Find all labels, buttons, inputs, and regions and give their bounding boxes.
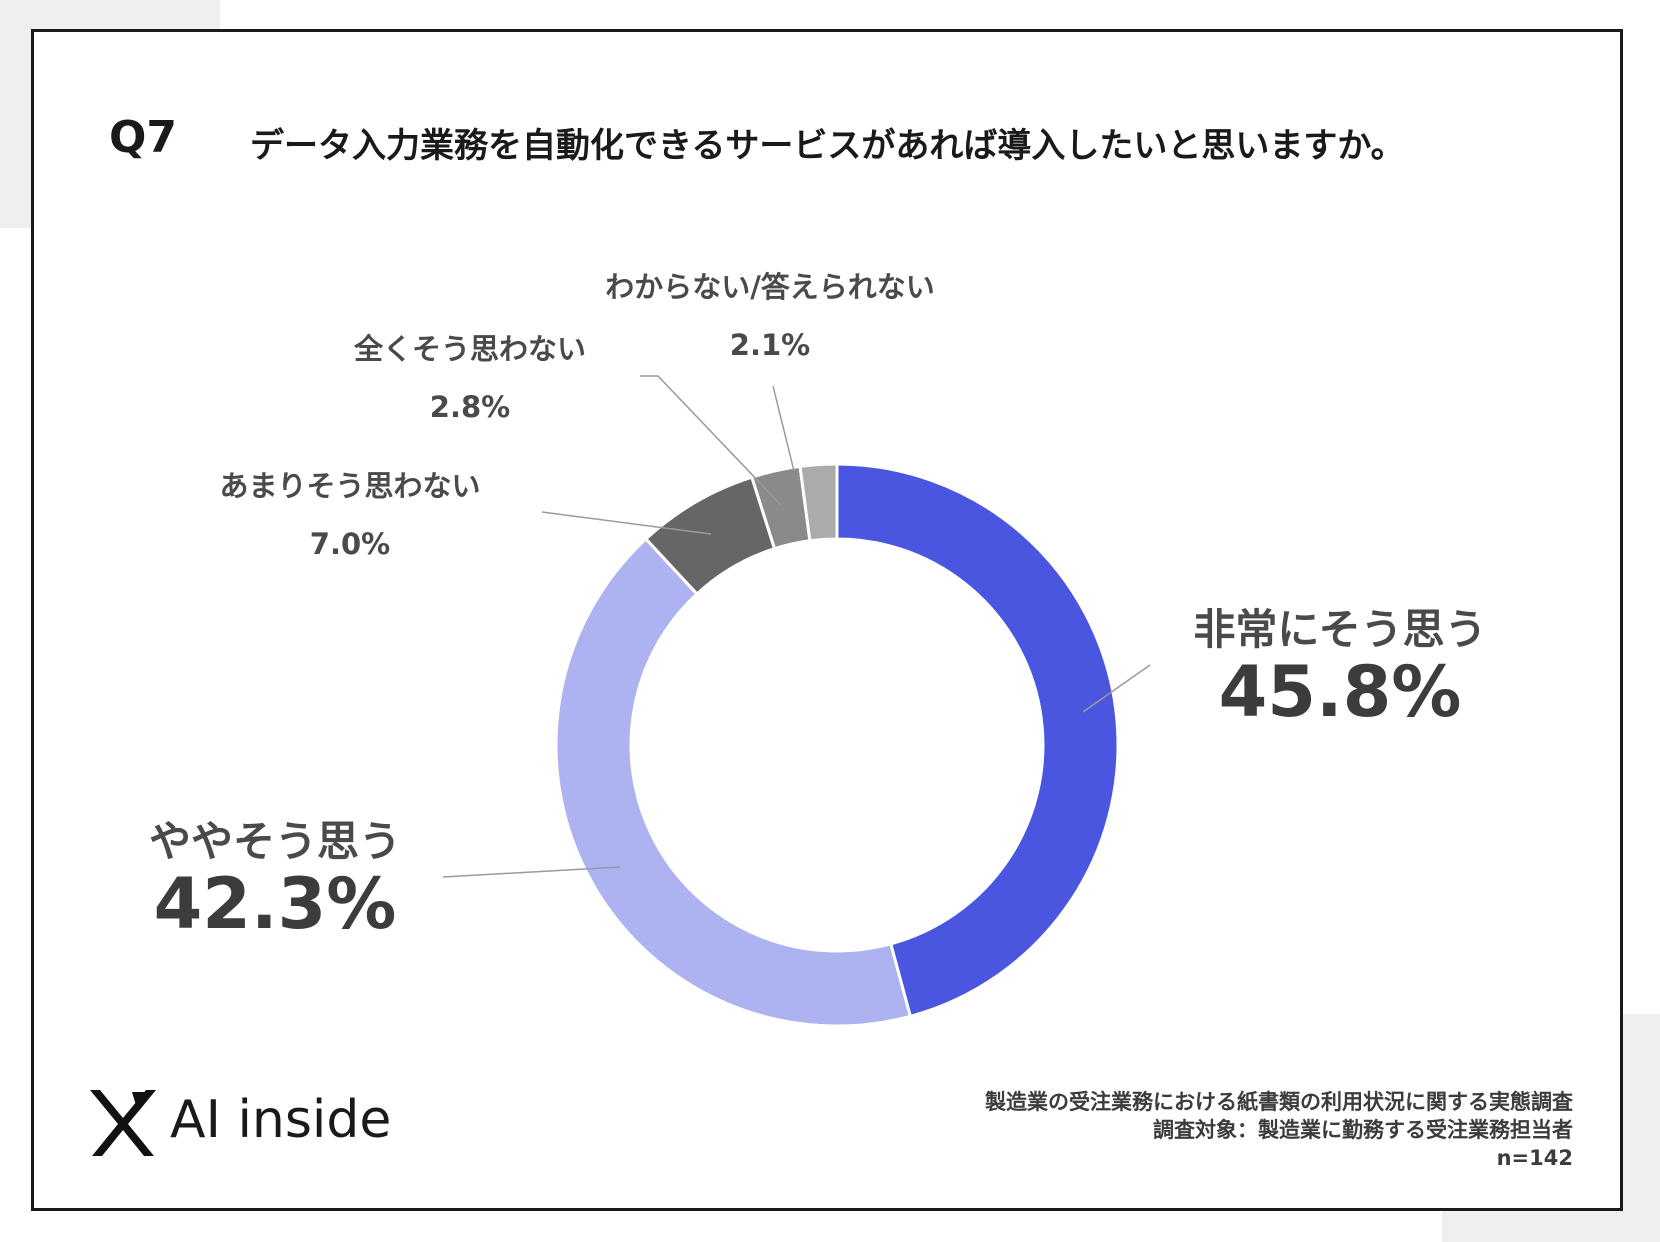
slice-name: あまりそう思わない bbox=[219, 469, 481, 503]
brand-name: AI inside bbox=[170, 1090, 392, 1150]
leader-line-slice-4 bbox=[772, 385, 795, 472]
leader-line-slice-0 bbox=[1082, 664, 1151, 713]
slice-label-very-agree: 非常にそう思う 45.8% bbox=[1170, 596, 1510, 733]
donut-slice-4 bbox=[798, 462, 839, 543]
leader-line-slice-1 bbox=[442, 866, 621, 878]
slice-label-strongly-disagree: 全くそう思わない 2.8% bbox=[325, 326, 615, 424]
donut-slice-1 bbox=[554, 536, 913, 1028]
slice-percent: 7.0% bbox=[309, 527, 391, 561]
sample-size: n=142 bbox=[1496, 1146, 1573, 1170]
slice-label-somewhat-disagree: あまりそう思わない 7.0% bbox=[200, 463, 500, 561]
slice-percent: 45.8% bbox=[1218, 651, 1462, 733]
slice-label-somewhat-agree: ややそう思う 42.3% bbox=[120, 808, 430, 945]
donut-slice-0 bbox=[835, 462, 1120, 1019]
slice-percent: 2.1% bbox=[729, 328, 811, 362]
survey-title: 製造業の受注業務における紙書類の利用状況に関する実態調査 bbox=[985, 1090, 1573, 1114]
slice-name: わからない/答えられない bbox=[605, 270, 935, 304]
leader-line-slice-3 bbox=[640, 375, 782, 506]
question-title: データ入力業務を自動化できるサービスがあれば導入したいと思いますか。 bbox=[250, 126, 1405, 166]
slice-name: 全くそう思わない bbox=[353, 332, 586, 366]
slice-percent: 2.8% bbox=[429, 390, 511, 424]
leader-line-slice-2 bbox=[541, 511, 712, 535]
survey-source: 製造業の受注業務における紙書類の利用状況に関する実態調査 調査対象：製造業に勤務… bbox=[985, 1088, 1573, 1172]
ai-inside-logo-icon bbox=[90, 1090, 156, 1156]
slice-name: 非常にそう思う bbox=[1193, 605, 1487, 654]
slice-name: ややそう思う bbox=[148, 817, 401, 866]
slice-percent: 42.3% bbox=[153, 863, 397, 945]
question-number: Q7 bbox=[109, 112, 178, 163]
slice-label-dont-know: わからない/答えられない 2.1% bbox=[580, 264, 960, 362]
survey-target: 調査対象：製造業に勤務する受注業務担当者 bbox=[1153, 1118, 1573, 1142]
